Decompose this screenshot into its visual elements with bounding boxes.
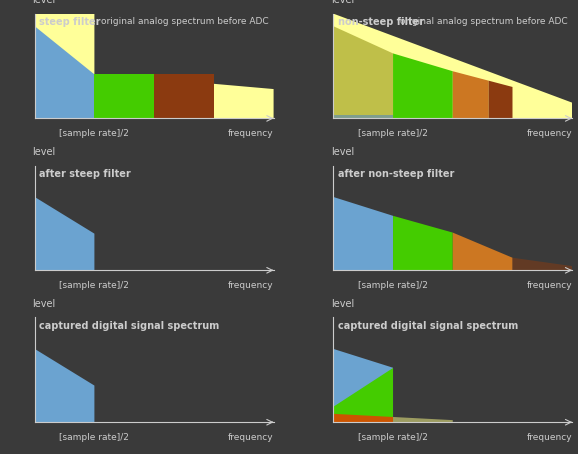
Polygon shape [35,349,94,422]
Polygon shape [35,26,94,118]
Text: level: level [32,147,55,157]
Text: frequency: frequency [228,281,273,290]
Polygon shape [35,14,273,118]
Text: non-steep filter: non-steep filter [338,17,424,27]
Polygon shape [334,26,393,118]
Polygon shape [35,197,94,270]
Text: after non-steep filter: after non-steep filter [338,169,454,179]
Text: frequency: frequency [527,281,572,290]
Text: level: level [331,299,354,309]
Text: after steep filter: after steep filter [39,169,131,179]
Polygon shape [393,417,453,422]
Polygon shape [453,232,513,270]
Text: steep filter: steep filter [39,17,101,27]
Text: original analog spectrum before ADC: original analog spectrum before ADC [101,17,269,26]
Text: captured digital signal spectrum: captured digital signal spectrum [338,321,518,331]
Polygon shape [334,115,393,118]
Text: [sample rate]/2: [sample rate]/2 [60,129,129,138]
Text: level: level [331,0,354,5]
Text: [sample rate]/2: [sample rate]/2 [358,281,428,290]
Text: frequency: frequency [527,433,572,442]
Polygon shape [334,197,393,270]
Text: level: level [331,147,354,157]
Text: [sample rate]/2: [sample rate]/2 [358,433,428,442]
Text: [sample rate]/2: [sample rate]/2 [358,129,428,138]
Polygon shape [334,14,572,118]
Polygon shape [513,258,572,270]
Text: captured digital signal spectrum: captured digital signal spectrum [39,321,220,331]
Text: [sample rate]/2: [sample rate]/2 [60,281,129,290]
Text: original analog spectrum before ADC: original analog spectrum before ADC [400,17,568,26]
Text: frequency: frequency [527,129,572,138]
Text: [sample rate]/2: [sample rate]/2 [60,433,129,442]
Text: level: level [32,299,55,309]
Text: frequency: frequency [228,433,273,442]
Polygon shape [94,74,154,118]
Polygon shape [334,368,393,422]
Polygon shape [453,71,488,118]
Polygon shape [334,349,393,422]
Polygon shape [488,81,513,118]
Polygon shape [334,414,393,422]
Text: frequency: frequency [228,129,273,138]
Polygon shape [393,54,453,118]
Polygon shape [393,216,453,270]
Polygon shape [154,74,214,118]
Text: level: level [32,0,55,5]
